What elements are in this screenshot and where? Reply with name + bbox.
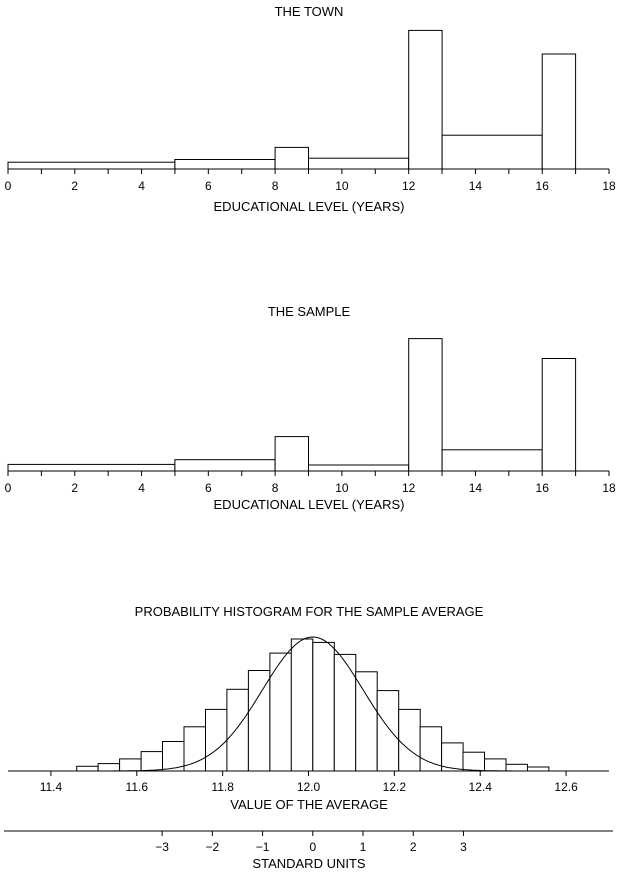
standard-units-tick-label: 1 — [360, 840, 367, 854]
probability-bar-9 — [269, 652, 292, 772]
town-bar-5 — [441, 134, 543, 170]
sample-tick-label: 10 — [335, 481, 349, 495]
probability-bar-12 — [333, 653, 357, 772]
town-bar-1 — [174, 159, 276, 170]
sample-tick-label: 4 — [138, 481, 145, 495]
town-tick-label: 14 — [469, 179, 483, 193]
probability-x-axis-label: VALUE OF THE AVERAGE — [230, 797, 388, 812]
sample-bar-6 — [541, 358, 577, 472]
sample-bar-5 — [441, 449, 543, 472]
town-x-ticks: 0 2 4 6 8 10 12 14 16 18 — [5, 169, 616, 193]
standard-units-tick-label: 2 — [410, 840, 417, 854]
town-tick-label: 10 — [335, 179, 349, 193]
standard-units-tick-label: −3 — [155, 840, 169, 854]
probability-title: PROBABILITY HISTOGRAM FOR THE SAMPLE AVE… — [135, 604, 484, 619]
probability-tick-label: 12.4 — [469, 780, 493, 794]
standard-units-tick-label: −2 — [205, 840, 219, 854]
town-x-axis-label: EDUCATIONAL LEVEL (YEARS) — [214, 199, 405, 214]
probability-bar-11 — [312, 641, 335, 772]
probability-bar-16 — [419, 726, 443, 772]
town-bar-2 — [274, 146, 310, 170]
town-bar-4 — [408, 29, 443, 170]
town-tick-label: 8 — [272, 179, 279, 193]
sample-bar-0 — [7, 463, 176, 472]
sample-bar-2 — [274, 436, 310, 472]
sample-bar-3 — [308, 464, 410, 472]
probability-bar-14 — [376, 690, 400, 772]
probability-bar-0 — [76, 765, 99, 772]
sample-tick-label: 12 — [402, 481, 416, 495]
probability-panel: PROBABILITY HISTOGRAM FOR THE SAMPLE AVE… — [4, 604, 613, 871]
probability-bar-19 — [484, 758, 507, 772]
town-title: THE TOWN — [275, 4, 344, 19]
town-tick-label: 4 — [138, 179, 145, 193]
town-bar-0 — [7, 161, 176, 170]
probability-tick-label: 12.6 — [554, 780, 578, 794]
sample-tick-label: 8 — [272, 481, 279, 495]
town-tick-label: 6 — [205, 179, 212, 193]
standard-units-label: STANDARD UNITS — [252, 856, 365, 871]
probability-bar-7 — [226, 688, 249, 772]
probability-bar-8 — [247, 670, 271, 772]
probability-x-ticks: 11.4 11.6 11.8 12.0 12.2 12.4 12.6 — [40, 771, 578, 794]
probability-bar-2 — [119, 758, 142, 772]
town-tick-label: 2 — [71, 179, 78, 193]
town-tick-label: 16 — [536, 179, 550, 193]
probability-bar-1 — [97, 763, 121, 772]
sample-title: THE SAMPLE — [268, 304, 351, 319]
probability-bar-20 — [505, 763, 528, 772]
probability-tick-label: 11.6 — [126, 780, 149, 794]
sample-bars — [7, 338, 577, 472]
probability-bars — [76, 638, 550, 772]
sample-tick-label: 16 — [536, 481, 550, 495]
probability-bar-18 — [462, 751, 485, 772]
standard-units-ticks: −3 −2 −1 0 1 2 3 — [155, 831, 467, 854]
probability-bar-6 — [205, 708, 228, 772]
town-bars — [7, 29, 577, 170]
sample-tick-label: 2 — [71, 481, 78, 495]
probability-tick-label: 11.4 — [40, 780, 63, 794]
town-tick-label: 0 — [5, 179, 12, 193]
town-bar-3 — [308, 157, 410, 170]
sample-tick-label: 14 — [469, 481, 483, 495]
probability-bar-13 — [355, 671, 378, 772]
sample-tick-label: 6 — [205, 481, 212, 495]
probability-bar-10 — [290, 638, 314, 772]
town-tick-label: 18 — [602, 179, 616, 193]
probability-tick-label: 12.0 — [297, 780, 321, 794]
sample-x-axis-label: EDUCATIONAL LEVEL (YEARS) — [214, 497, 405, 512]
sample-tick-label: 0 — [5, 481, 12, 495]
town-tick-label: 12 — [402, 179, 416, 193]
probability-tick-label: 12.2 — [383, 780, 407, 794]
probability-tick-label: 11.8 — [211, 780, 234, 794]
sample-panel: THE SAMPLE 0 2 4 6 8 10 12 14 16 18 EDUCATIONAL L… — [5, 304, 616, 512]
probability-bar-3 — [140, 751, 164, 772]
probability-bar-15 — [398, 708, 421, 772]
standard-units-tick-label: 3 — [460, 840, 467, 854]
town-bar-6 — [541, 53, 577, 170]
standard-units-tick-label: 0 — [309, 840, 316, 854]
town-panel: THE TOWN 0 2 4 6 8 10 12 14 16 18 EDUCATIONAL LEV… — [5, 4, 616, 214]
sample-bar-1 — [174, 459, 276, 472]
standard-units-tick-label: −1 — [256, 840, 270, 854]
sample-x-ticks: 0 2 4 6 8 10 12 14 16 18 — [5, 471, 616, 495]
sample-bar-4 — [408, 338, 443, 472]
sample-tick-label: 18 — [602, 481, 616, 495]
probability-bar-5 — [183, 726, 206, 772]
probability-bar-21 — [526, 766, 550, 772]
